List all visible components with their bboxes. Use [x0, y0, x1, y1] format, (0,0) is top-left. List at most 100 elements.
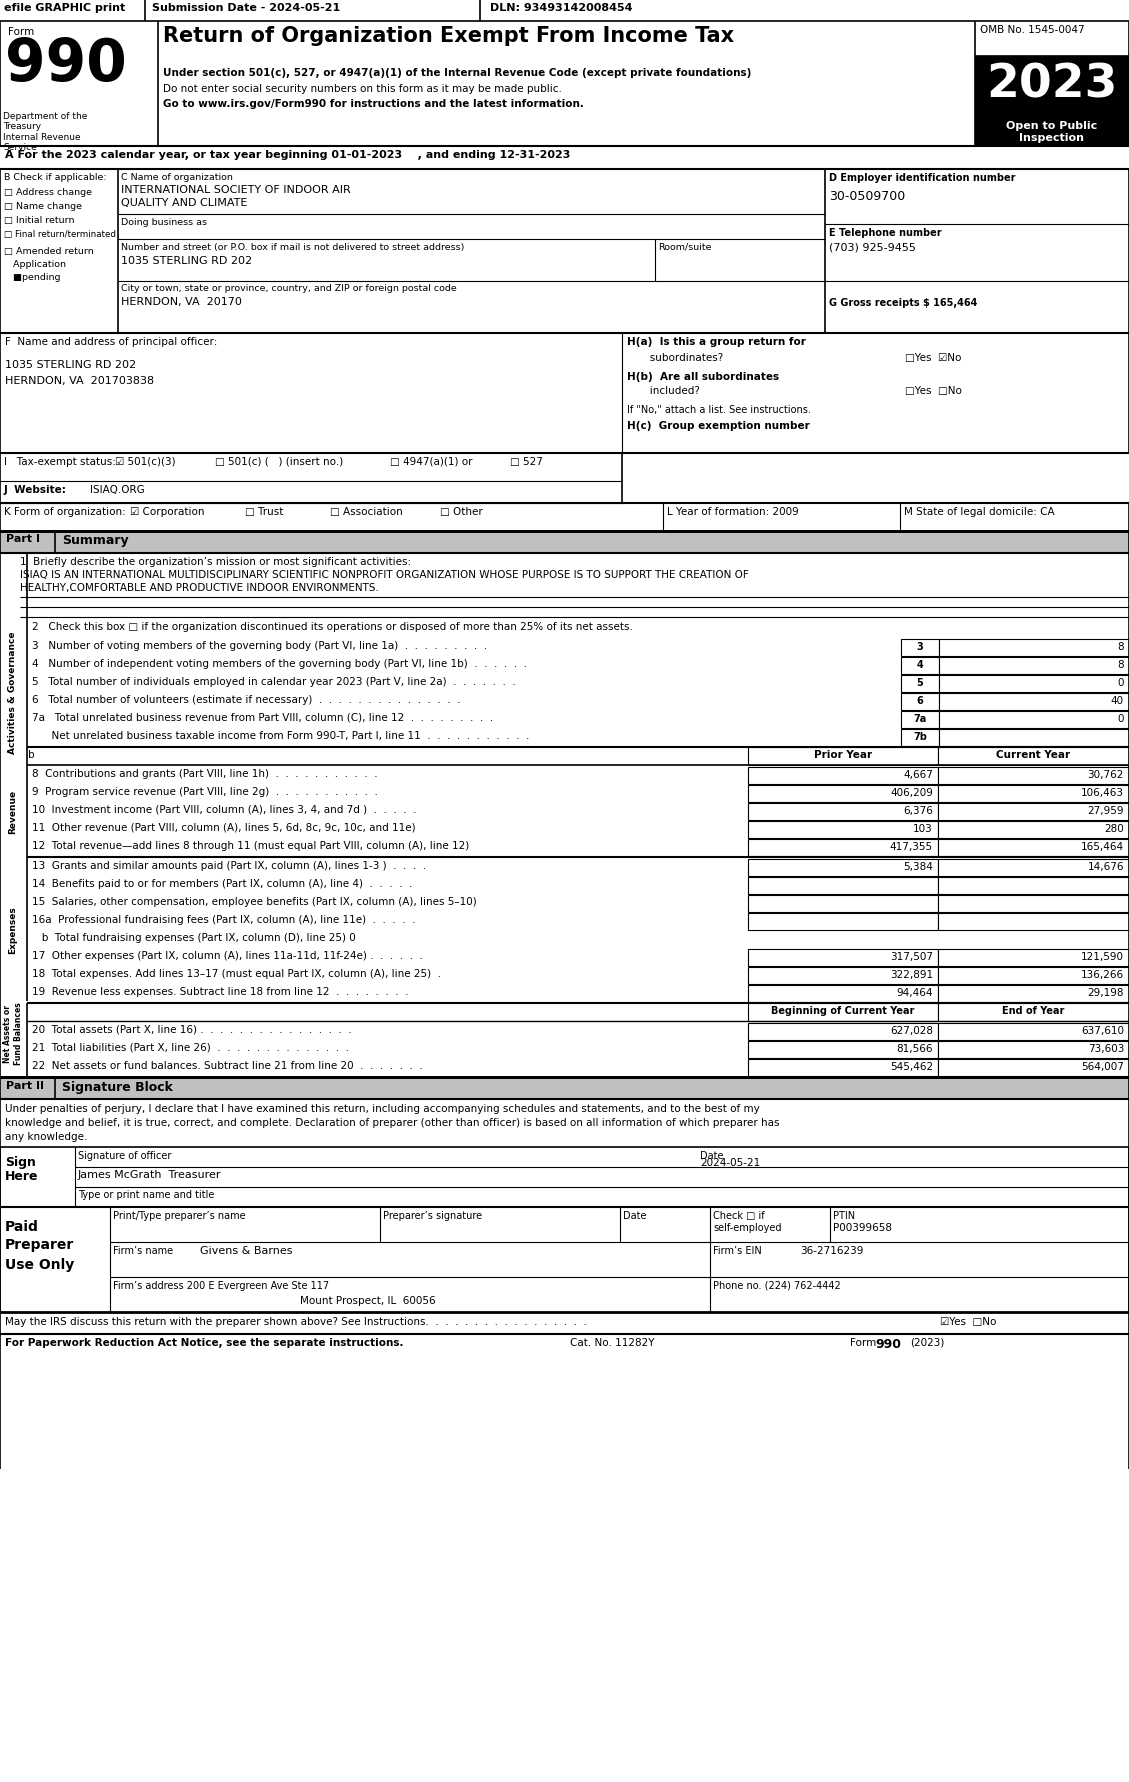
Bar [0, 1148, 1129, 1208]
Bar [749, 786, 938, 802]
Text: 5,384: 5,384 [903, 861, 933, 871]
Text: 317,507: 317,507 [890, 952, 933, 962]
Bar [749, 822, 938, 839]
Text: 30-0509700: 30-0509700 [829, 191, 905, 203]
Text: 106,463: 106,463 [1080, 788, 1124, 798]
Text: H(c)  Group exemption number: H(c) Group exemption number [627, 421, 809, 431]
Text: 17  Other expenses (Part IX, column (A), lines 11a-11d, 11f-24e) .  .  .  .  .  : 17 Other expenses (Part IX, column (A), … [32, 950, 423, 960]
Text: 322,891: 322,891 [890, 969, 933, 980]
Text: 417,355: 417,355 [890, 841, 933, 852]
Text: 5: 5 [917, 677, 924, 688]
Text: 7a: 7a [913, 713, 927, 723]
Text: 7a   Total unrelated business revenue from Part VIII, column (C), line 12  .  . : 7a Total unrelated business revenue from… [32, 713, 493, 722]
Text: 14  Benefits paid to or for members (Part IX, column (A), line 4)  .  .  .  .  .: 14 Benefits paid to or for members (Part… [32, 879, 412, 889]
Text: 20  Total assets (Part X, line 16) .  .  .  .  .  .  .  .  .  .  .  .  .  .  .  : 20 Total assets (Part X, line 16) . . . … [32, 1025, 352, 1034]
Text: 7b: 7b [913, 732, 927, 741]
Bar [938, 1023, 1129, 1041]
Bar [749, 968, 938, 984]
Text: 15  Salaries, other compensation, employee benefits (Part IX, column (A), lines : 15 Salaries, other compensation, employe… [32, 896, 476, 907]
Text: 990: 990 [875, 1336, 901, 1351]
Text: 10  Investment income (Part VIII, column (A), lines 3, 4, and 7d )  .  .  .  .  : 10 Investment income (Part VIII, column … [32, 804, 417, 814]
Text: Use Only: Use Only [5, 1258, 75, 1271]
Text: 29,198: 29,198 [1087, 987, 1124, 998]
Text: Date: Date [623, 1210, 647, 1221]
Bar [939, 693, 1129, 711]
Bar [901, 729, 939, 747]
Text: D Employer identification number: D Employer identification number [829, 173, 1015, 184]
Bar [749, 859, 938, 877]
Text: Phone no. (224) 762-4442: Phone no. (224) 762-4442 [714, 1279, 841, 1290]
Bar [749, 914, 938, 930]
Text: 40: 40 [1111, 695, 1124, 706]
Text: 2024-05-21: 2024-05-21 [700, 1157, 760, 1167]
Text: Print/Type preparer’s name: Print/Type preparer’s name [113, 1210, 246, 1221]
Text: A For the 2023 calendar year, or tax year beginning 01-01-2023    , and ending 1: A For the 2023 calendar year, or tax yea… [5, 150, 570, 160]
Text: Part II: Part II [6, 1080, 44, 1091]
Text: OMB No. 1545-0047: OMB No. 1545-0047 [980, 25, 1085, 36]
Text: Date: Date [700, 1151, 724, 1160]
Text: M State of legal domicile: CA: M State of legal domicile: CA [904, 506, 1054, 517]
Text: 2   Check this box □ if the organization discontinued its operations or disposed: 2 Check this box □ if the organization d… [32, 622, 633, 631]
Text: 3   Number of voting members of the governing body (Part VI, line 1a)  .  .  .  : 3 Number of voting members of the govern… [32, 642, 487, 650]
Text: Firm’s EIN: Firm’s EIN [714, 1246, 762, 1255]
Text: Firm’s address 200 E Evergreen Ave Ste 117: Firm’s address 200 E Evergreen Ave Ste 1… [113, 1279, 330, 1290]
Text: INTERNATIONAL SOCIETY OF INDOOR AIR: INTERNATIONAL SOCIETY OF INDOOR AIR [121, 185, 351, 194]
Bar [749, 877, 938, 895]
Bar [938, 950, 1129, 966]
Bar [0, 0, 1129, 21]
Text: City or town, state or province, country, and ZIP or foreign postal code: City or town, state or province, country… [121, 283, 457, 292]
Text: 627,028: 627,028 [890, 1025, 933, 1035]
Text: 637,610: 637,610 [1080, 1025, 1124, 1035]
Text: 4,667: 4,667 [903, 770, 933, 779]
Text: Form: Form [8, 27, 34, 37]
Text: Under section 501(c), 527, or 4947(a)(1) of the Internal Revenue Code (except pr: Under section 501(c), 527, or 4947(a)(1)… [163, 68, 752, 78]
Text: □ Final return/terminated: □ Final return/terminated [5, 230, 116, 239]
Text: 3: 3 [917, 642, 924, 652]
Text: 16a  Professional fundraising fees (Part IX, column (A), line 11e)  .  .  .  .  : 16a Professional fundraising fees (Part … [32, 914, 415, 925]
Text: Net unrelated business taxable income from Form 990-T, Part I, line 11  .  .  . : Net unrelated business taxable income fr… [32, 731, 530, 741]
Text: ISIAQ.ORG: ISIAQ.ORG [90, 485, 145, 495]
Text: Revenue: Revenue [9, 789, 18, 834]
Text: Signature Block: Signature Block [62, 1080, 173, 1094]
Bar [938, 896, 1129, 912]
Bar [0, 531, 1129, 554]
Text: C Name of organization: C Name of organization [121, 173, 233, 182]
Text: 19  Revenue less expenses. Subtract line 18 from line 12  .  .  .  .  .  .  .  .: 19 Revenue less expenses. Subtract line … [32, 987, 409, 996]
Text: 1  Briefly describe the organization’s mission or most significant activities:: 1 Briefly describe the organization’s mi… [20, 556, 411, 567]
Text: Open to Public
Inspection: Open to Public Inspection [1006, 121, 1097, 143]
Text: Department of the
Treasury
Internal Revenue
Service: Department of the Treasury Internal Reve… [3, 112, 87, 151]
Bar [938, 859, 1129, 877]
Text: Net Assets or
Fund Balances: Net Assets or Fund Balances [3, 1001, 23, 1066]
Text: If "No," attach a list. See instructions.: If "No," attach a list. See instructions… [627, 405, 811, 415]
Text: 11  Other revenue (Part VIII, column (A), lines 5, 6d, 8c, 9c, 10c, and 11e): 11 Other revenue (Part VIII, column (A),… [32, 823, 415, 832]
Bar [938, 768, 1129, 784]
Text: Preparer’s signature: Preparer’s signature [383, 1210, 482, 1221]
Text: Firm’s name: Firm’s name [113, 1246, 173, 1255]
Text: 12  Total revenue—add lines 8 through 11 (must equal Part VIII, column (A), line: 12 Total revenue—add lines 8 through 11 … [32, 841, 470, 850]
Text: K Form of organization:: K Form of organization: [5, 506, 125, 517]
Bar [749, 839, 938, 857]
Bar [938, 1041, 1129, 1059]
Text: (703) 925-9455: (703) 925-9455 [829, 242, 916, 253]
Text: Current Year: Current Year [996, 750, 1070, 759]
Text: 136,266: 136,266 [1080, 969, 1124, 980]
Bar [975, 57, 1129, 118]
Text: Return of Organization Exempt From Income Tax: Return of Organization Exempt From Incom… [163, 27, 734, 46]
Bar [622, 454, 1129, 504]
Bar [749, 1003, 938, 1021]
Text: 94,464: 94,464 [896, 987, 933, 998]
Text: End of Year: End of Year [1001, 1005, 1065, 1016]
Text: Check □ if: Check □ if [714, 1210, 764, 1221]
Text: Number and street (or P.O. box if mail is not delivered to street address): Number and street (or P.O. box if mail i… [121, 242, 464, 251]
Text: knowledge and belief, it is true, correct, and complete. Declaration of preparer: knowledge and belief, it is true, correc… [5, 1117, 779, 1128]
Text: Signature of officer: Signature of officer [78, 1151, 172, 1160]
Text: included?: included? [627, 385, 700, 396]
Bar [749, 950, 938, 966]
Text: Here: Here [5, 1169, 38, 1181]
Text: Form: Form [850, 1336, 879, 1347]
Text: 13  Grants and similar amounts paid (Part IX, column (A), lines 1-3 )  .  .  .  : 13 Grants and similar amounts paid (Part… [32, 861, 426, 871]
Text: Go to www.irs.gov/Form990 for instructions and the latest information.: Go to www.irs.gov/Form990 for instructio… [163, 100, 584, 109]
Text: Application: Application [5, 260, 65, 269]
Bar [938, 1003, 1129, 1021]
Text: 564,007: 564,007 [1082, 1062, 1124, 1071]
